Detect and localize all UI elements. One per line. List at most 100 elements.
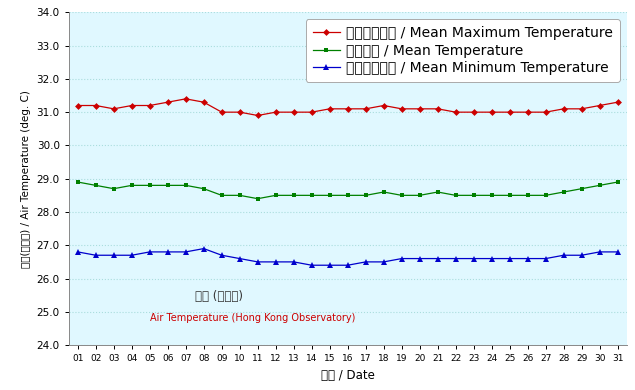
平均最低氣溫 / Mean Minimum Temperature (470, 256, 478, 261)
平均最低氣溫 / Mean Minimum Temperature (596, 250, 603, 254)
平均氣溫 / Mean Temperature (164, 183, 171, 188)
平均最低氣溫 / Mean Minimum Temperature (326, 263, 333, 268)
平均氣溫 / Mean Temperature (218, 193, 225, 198)
平均最高氣溫 / Mean Maximum Temperature (614, 100, 622, 105)
平均最高氣溫 / Mean Maximum Temperature (236, 110, 244, 115)
平均最低氣溫 / Mean Minimum Temperature (362, 260, 370, 264)
平均最低氣溫 / Mean Minimum Temperature (146, 250, 154, 254)
平均氣溫 / Mean Temperature (326, 193, 333, 198)
平均最高氣溫 / Mean Maximum Temperature (92, 103, 100, 108)
平均最高氣溫 / Mean Maximum Temperature (596, 103, 603, 108)
平均氣溫 / Mean Temperature (524, 193, 531, 198)
平均最低氣溫 / Mean Minimum Temperature (254, 260, 262, 264)
平均氣溫 / Mean Temperature (452, 193, 460, 198)
平均最高氣溫 / Mean Maximum Temperature (434, 106, 441, 111)
平均氣溫 / Mean Temperature (308, 193, 316, 198)
平均最低氣溫 / Mean Minimum Temperature (578, 253, 585, 257)
平均最低氣溫 / Mean Minimum Temperature (416, 256, 424, 261)
平均最高氣溫 / Mean Maximum Temperature (308, 110, 316, 115)
Line: 平均最低氣溫 / Mean Minimum Temperature: 平均最低氣溫 / Mean Minimum Temperature (75, 246, 620, 268)
平均氣溫 / Mean Temperature (290, 193, 298, 198)
平均最高氣溫 / Mean Maximum Temperature (182, 96, 189, 101)
X-axis label: 日期 / Date: 日期 / Date (321, 369, 375, 382)
平均氣溫 / Mean Temperature (560, 190, 568, 194)
平均最低氣溫 / Mean Minimum Temperature (128, 253, 135, 257)
平均最高氣溫 / Mean Maximum Temperature (326, 106, 333, 111)
平均最高氣溫 / Mean Maximum Temperature (272, 110, 279, 115)
平均氣溫 / Mean Temperature (488, 193, 495, 198)
平均氣溫 / Mean Temperature (542, 193, 549, 198)
平均最低氣溫 / Mean Minimum Temperature (380, 260, 387, 264)
平均氣溫 / Mean Temperature (146, 183, 154, 188)
平均最低氣溫 / Mean Minimum Temperature (218, 253, 225, 257)
平均最低氣溫 / Mean Minimum Temperature (542, 256, 549, 261)
平均最低氣溫 / Mean Minimum Temperature (164, 250, 171, 254)
平均氣溫 / Mean Temperature (596, 183, 603, 188)
平均氣溫 / Mean Temperature (614, 180, 622, 184)
平均最高氣溫 / Mean Maximum Temperature (200, 100, 208, 105)
平均最低氣溫 / Mean Minimum Temperature (524, 256, 531, 261)
平均氣溫 / Mean Temperature (470, 193, 478, 198)
平均氣溫 / Mean Temperature (272, 193, 279, 198)
平均最低氣溫 / Mean Minimum Temperature (488, 256, 495, 261)
平均最高氣溫 / Mean Maximum Temperature (290, 110, 298, 115)
平均氣溫 / Mean Temperature (74, 180, 81, 184)
平均最高氣溫 / Mean Maximum Temperature (218, 110, 225, 115)
平均氣溫 / Mean Temperature (380, 190, 387, 194)
平均最高氣溫 / Mean Maximum Temperature (380, 103, 387, 108)
平均最低氣溫 / Mean Minimum Temperature (236, 256, 244, 261)
平均最高氣溫 / Mean Maximum Temperature (164, 100, 171, 105)
平均氣溫 / Mean Temperature (92, 183, 100, 188)
平均最低氣溫 / Mean Minimum Temperature (434, 256, 441, 261)
平均最高氣溫 / Mean Maximum Temperature (506, 110, 514, 115)
平均最低氣溫 / Mean Minimum Temperature (182, 250, 189, 254)
平均最低氣溫 / Mean Minimum Temperature (92, 253, 100, 257)
平均最高氣溫 / Mean Maximum Temperature (524, 110, 531, 115)
平均最低氣溫 / Mean Minimum Temperature (110, 253, 117, 257)
Line: 平均氣溫 / Mean Temperature: 平均氣溫 / Mean Temperature (76, 180, 620, 201)
平均氣溫 / Mean Temperature (182, 183, 189, 188)
平均最低氣溫 / Mean Minimum Temperature (290, 260, 298, 264)
平均氣溫 / Mean Temperature (110, 186, 117, 191)
Text: 氣溫 (天文台): 氣溫 (天文台) (195, 290, 243, 303)
平均最低氣溫 / Mean Minimum Temperature (452, 256, 460, 261)
平均最高氣溫 / Mean Maximum Temperature (344, 106, 352, 111)
平均最低氣溫 / Mean Minimum Temperature (614, 250, 622, 254)
平均氣溫 / Mean Temperature (398, 193, 406, 198)
平均氣溫 / Mean Temperature (200, 186, 208, 191)
平均最高氣溫 / Mean Maximum Temperature (560, 106, 568, 111)
平均最高氣溫 / Mean Maximum Temperature (488, 110, 495, 115)
平均氣溫 / Mean Temperature (578, 186, 585, 191)
平均最高氣溫 / Mean Maximum Temperature (452, 110, 460, 115)
Text: Air Temperature (Hong Kong Observatory): Air Temperature (Hong Kong Observatory) (150, 313, 355, 323)
平均最高氣溫 / Mean Maximum Temperature (146, 103, 154, 108)
平均氣溫 / Mean Temperature (434, 190, 441, 194)
平均最高氣溫 / Mean Maximum Temperature (578, 106, 585, 111)
平均最低氣溫 / Mean Minimum Temperature (74, 250, 81, 254)
平均最高氣溫 / Mean Maximum Temperature (362, 106, 370, 111)
平均最高氣溫 / Mean Maximum Temperature (416, 106, 424, 111)
平均氣溫 / Mean Temperature (506, 193, 514, 198)
平均最低氣溫 / Mean Minimum Temperature (560, 253, 568, 257)
平均最高氣溫 / Mean Maximum Temperature (110, 106, 117, 111)
平均最高氣溫 / Mean Maximum Temperature (542, 110, 549, 115)
平均最低氣溫 / Mean Minimum Temperature (344, 263, 352, 268)
平均氣溫 / Mean Temperature (236, 193, 244, 198)
Y-axis label: 氣溫(攝氏度) / Air Temperature (deg. C): 氣溫(攝氏度) / Air Temperature (deg. C) (21, 90, 31, 268)
平均最低氣溫 / Mean Minimum Temperature (308, 263, 316, 268)
Legend: 平均最高氣溫 / Mean Maximum Temperature, 平均氣溫 / Mean Temperature, 平均最低氣溫 / Mean Minimu: 平均最高氣溫 / Mean Maximum Temperature, 平均氣溫 … (305, 19, 620, 82)
平均最高氣溫 / Mean Maximum Temperature (128, 103, 135, 108)
平均氣溫 / Mean Temperature (128, 183, 135, 188)
平均最高氣溫 / Mean Maximum Temperature (74, 103, 81, 108)
平均最低氣溫 / Mean Minimum Temperature (398, 256, 406, 261)
平均最高氣溫 / Mean Maximum Temperature (254, 113, 262, 118)
平均氣溫 / Mean Temperature (254, 196, 262, 201)
平均最低氣溫 / Mean Minimum Temperature (272, 260, 279, 264)
平均最低氣溫 / Mean Minimum Temperature (506, 256, 514, 261)
Line: 平均最高氣溫 / Mean Maximum Temperature: 平均最高氣溫 / Mean Maximum Temperature (76, 96, 620, 118)
平均最低氣溫 / Mean Minimum Temperature (200, 246, 208, 251)
平均氣溫 / Mean Temperature (416, 193, 424, 198)
平均最高氣溫 / Mean Maximum Temperature (470, 110, 478, 115)
平均最高氣溫 / Mean Maximum Temperature (398, 106, 406, 111)
平均氣溫 / Mean Temperature (362, 193, 370, 198)
